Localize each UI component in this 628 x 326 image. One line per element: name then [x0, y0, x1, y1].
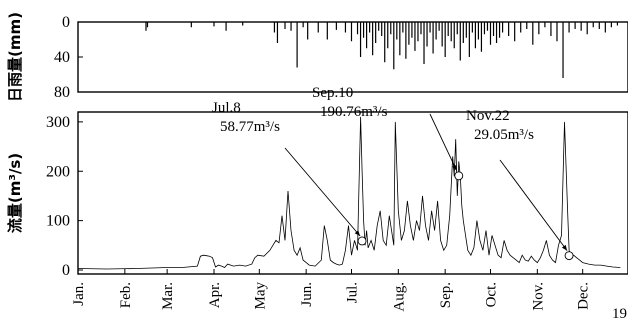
month-tick-label: Feb.: [118, 282, 134, 308]
month-tick-label: Sep.: [438, 282, 454, 308]
year-label: 19: [612, 306, 627, 322]
month-tick-label: Apr.: [207, 282, 223, 308]
rainfall-y-tick-label: 0: [62, 14, 70, 31]
month-tick-label: Dec.: [576, 282, 592, 310]
month-tick-label: Mar.: [160, 282, 176, 310]
annotation-point: [564, 251, 574, 261]
month-tick-label: May: [252, 282, 268, 310]
discharge-y-tick-label: 200: [46, 163, 70, 180]
month-tick-label: Jan.: [71, 282, 87, 306]
annotation-arrow: [284, 147, 361, 237]
discharge-line: [77, 116, 621, 270]
annotation-date: Jul.8: [212, 100, 241, 116]
rainfall-y-tick-label: 40: [54, 49, 70, 66]
month-tick-label: Aug.: [391, 282, 407, 312]
discharge-annotations: Jul.8 58.77m³/s Sep.10 190.76m³/s Nov.22 29.0…: [212, 85, 574, 261]
annotation-arrowhead: [561, 244, 568, 251]
discharge-y-axis-label: 流量(m³/s): [6, 153, 24, 233]
annotation-point: [357, 236, 367, 246]
rainfall-y-axis-label: 日雨量(mm): [6, 12, 24, 102]
rainfall-y-ticks: 0 40 80: [54, 14, 83, 101]
discharge-frame: [77, 111, 628, 275]
annotation-value: 190.76m³/s: [320, 104, 388, 120]
month-ticks: Jan. Feb. Mar. Apr. May Jun. Jul. Aug. Sep. Oct. N…: [71, 269, 592, 312]
annotation-arrow: [429, 113, 458, 172]
discharge-y-tick-label: 0: [62, 262, 70, 279]
discharge-panel: 0 100 200 300 Jan. Feb. Mar. Apr. May Jun. Jul. Au…: [6, 85, 628, 322]
annotation-value: 29.05m³/s: [474, 127, 534, 143]
rainfall-panel: 0 40 80 日雨量(mm): [6, 12, 628, 102]
rainfall-frame: [77, 21, 628, 93]
month-tick-label: Jun.: [299, 282, 315, 307]
annotation-arrow: [499, 159, 568, 251]
annotation-arrowhead: [452, 164, 457, 171]
rainfall-bars: [145, 22, 619, 78]
annotation-date: Sep.10: [312, 85, 353, 101]
month-tick-label: Oct.: [484, 282, 500, 307]
annotation-date: Nov.22: [466, 108, 510, 124]
month-tick-label: Nov.: [530, 282, 546, 311]
discharge-y-ticks: 0 100 200 300: [46, 114, 83, 279]
discharge-y-tick-label: 100: [46, 213, 70, 230]
annotation-value: 58.77m³/s: [220, 119, 280, 135]
discharge-y-tick-label: 300: [46, 114, 70, 131]
month-tick-label: Jul.: [344, 282, 360, 303]
annotation-arrowhead: [354, 230, 361, 236]
annotation-point: [454, 171, 464, 181]
rainfall-y-tick-label: 80: [54, 84, 70, 101]
